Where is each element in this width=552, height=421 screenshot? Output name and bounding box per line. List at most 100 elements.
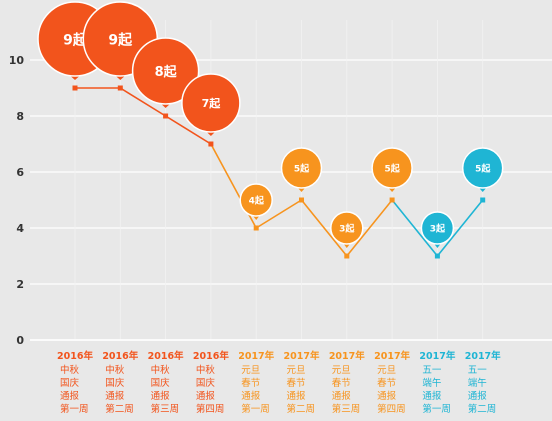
y-tick-label: 2 <box>16 278 24 291</box>
y-tick-label: 8 <box>16 110 24 123</box>
x-tick-line: 五一 <box>468 365 488 376</box>
x-tick-line: 通报 <box>241 390 261 402</box>
data-label: 9起 <box>63 31 88 48</box>
x-tick-line: 第二周 <box>287 403 316 415</box>
data-point <box>480 197 486 203</box>
data-point <box>344 253 350 259</box>
bubble-circle <box>239 183 273 217</box>
bubble-circle <box>371 147 413 189</box>
data-point <box>253 225 259 231</box>
x-tick-year: 2016年 <box>148 350 184 362</box>
x-tick-line: 通报 <box>196 390 216 402</box>
data-label-bubble: 5起 <box>280 147 323 192</box>
x-tick-line: 春节 <box>332 377 351 389</box>
data-label: 9起 <box>108 31 133 48</box>
x-tick-year: 2017年 <box>465 350 501 362</box>
data-label: 5起 <box>475 162 491 174</box>
x-tick-line: 国庆 <box>60 377 80 389</box>
series-line-segment <box>165 115 212 145</box>
x-tick-line: 通报 <box>151 390 171 402</box>
x-tick-line: 中秋 <box>60 364 80 376</box>
data-label-bubble: 3起 <box>330 211 364 248</box>
x-tick-year: 2017年 <box>284 350 320 362</box>
x-tick-year: 2017年 <box>419 350 455 362</box>
x-tick-line: 通报 <box>60 390 80 402</box>
x-tick-line: 第三周 <box>332 403 361 415</box>
data-point <box>163 113 169 119</box>
bubble-circle <box>280 147 323 189</box>
data-label: 7起 <box>202 96 222 110</box>
x-tick-line: 春节 <box>287 377 306 389</box>
data-label: 5起 <box>384 162 400 174</box>
data-label-bubble: 7起 <box>181 73 241 136</box>
data-label: 3起 <box>430 222 446 234</box>
x-tick-line: 国庆 <box>196 377 216 389</box>
data-label: 8起 <box>155 64 178 80</box>
data-point <box>299 197 304 203</box>
x-tick-year: 2017年 <box>329 350 365 362</box>
bubble-circle <box>181 73 241 133</box>
data-point <box>117 85 123 91</box>
bubble-circle <box>330 211 364 245</box>
series-points <box>72 85 486 259</box>
y-axis: 0 2 4 6 8 10 <box>9 54 25 347</box>
x-tick-line: 春节 <box>377 377 396 389</box>
data-label: 4起 <box>249 194 265 206</box>
data-point <box>434 253 440 259</box>
series-line-segment <box>436 199 484 257</box>
x-tick-line: 国庆 <box>105 377 125 389</box>
data-label-bubble: 5起 <box>461 147 504 192</box>
x-tick-line: 元旦 <box>377 365 396 376</box>
data-label: 3起 <box>339 222 355 234</box>
x-tick-year: 2016年 <box>102 350 138 362</box>
x-tick-line: 元旦 <box>241 365 260 376</box>
x-tick-line: 春节 <box>241 377 260 389</box>
y-tick-label: 4 <box>16 222 24 235</box>
data-point <box>389 197 395 203</box>
data-point <box>208 141 214 147</box>
x-tick-line: 第三周 <box>151 403 180 415</box>
data-label-bubbles: 9起 9起 8起 7起 5起 5起 5起 4起 3起 3起 <box>37 1 504 248</box>
x-tick-line: 第四周 <box>377 403 406 415</box>
x-tick-year: 2017年 <box>238 350 274 362</box>
bubble-circle <box>461 147 504 189</box>
y-tick-label: 10 <box>9 54 25 67</box>
x-tick-line: 五一 <box>422 365 442 376</box>
x-tick-line: 第一周 <box>60 403 89 415</box>
x-tick-line: 中秋 <box>151 364 171 376</box>
x-tick-line: 通报 <box>468 390 488 402</box>
x-tick-line: 元旦 <box>287 365 306 376</box>
series-lines <box>75 87 484 257</box>
data-label-bubble: 8起 <box>131 37 200 108</box>
x-tick-line: 通报 <box>105 390 125 402</box>
x-tick-line: 端午 <box>422 377 441 389</box>
data-point <box>72 85 78 91</box>
bubble-circle <box>420 211 455 245</box>
y-tick-label: 0 <box>16 334 24 347</box>
x-tick-line: 第四周 <box>196 403 225 415</box>
x-tick-year: 2016年 <box>193 350 229 362</box>
data-label: 5起 <box>294 162 310 174</box>
series-line-segment <box>346 199 393 257</box>
x-tick-line: 第二周 <box>105 403 134 415</box>
x-tick-year: 2017年 <box>374 350 410 362</box>
x-tick-line: 通报 <box>377 390 397 402</box>
x-tick-line: 第一周 <box>241 403 270 415</box>
series-line-segment <box>300 199 348 257</box>
x-tick-line: 端午 <box>468 377 487 389</box>
bubble-circle <box>131 37 200 105</box>
x-tick-line: 中秋 <box>105 364 125 376</box>
x-tick-line: 中秋 <box>196 364 216 376</box>
x-axis: 2016年中秋国庆通报第一周2016年中秋国庆通报第二周2016年中秋国庆通报第… <box>57 350 501 415</box>
x-tick-line: 通报 <box>287 390 307 402</box>
